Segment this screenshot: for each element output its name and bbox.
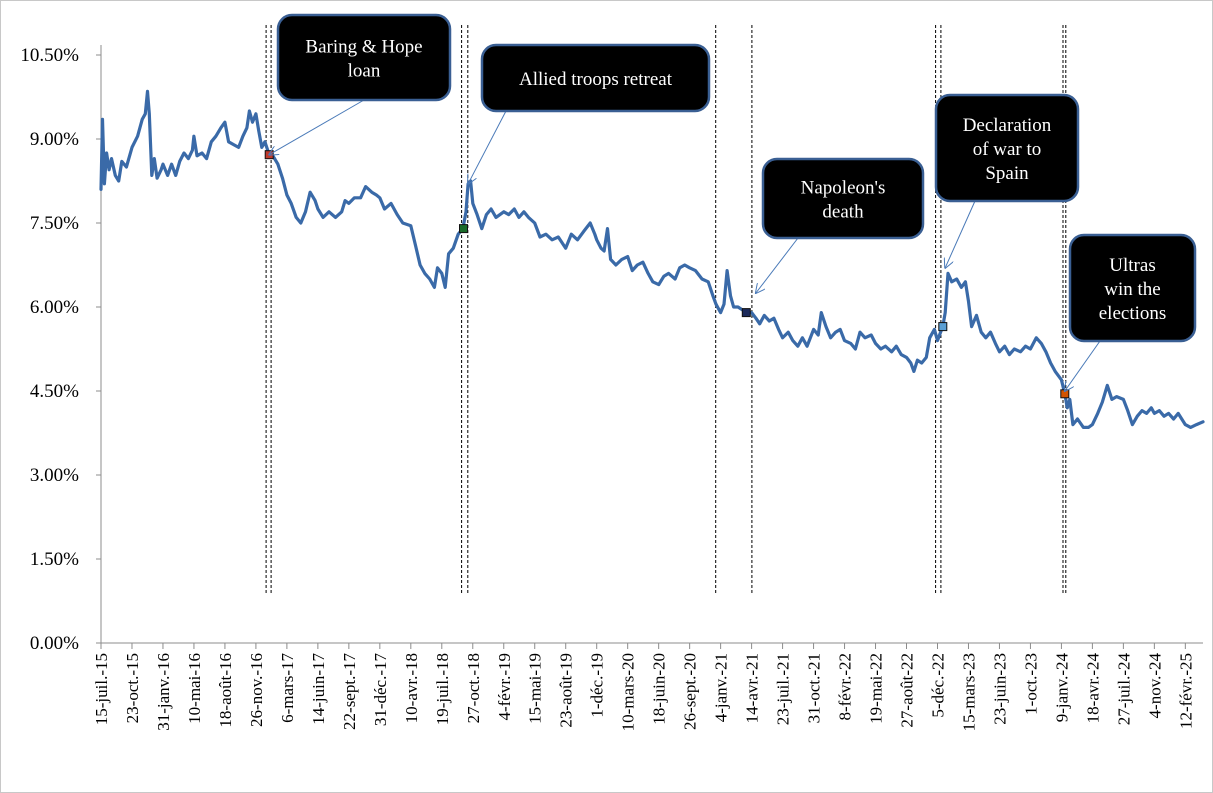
y-tick-label: 7.50% (30, 213, 79, 234)
x-tick-label: 27-août-22 (898, 653, 917, 728)
annotation-arrow (1065, 340, 1101, 391)
x-tick-label: 1-déc.-19 (588, 653, 607, 718)
x-tick-label: 4-janv.-21 (712, 653, 731, 722)
x-tick-label: 10-avr.-18 (402, 653, 421, 723)
annotation-text: elections (1099, 303, 1167, 324)
y-tick-label: 4.50% (30, 381, 79, 402)
x-tick-label: 4-févr.-19 (495, 653, 514, 721)
event-marker (741, 308, 751, 318)
y-tick-label: 0.00% (30, 633, 79, 654)
x-tick-label: 23-juil.-21 (774, 653, 793, 725)
x-tick-label: 1-oct.-23 (1021, 653, 1040, 715)
series-line (99, 89, 1205, 429)
x-tick-label: 22-sept.-17 (340, 653, 359, 730)
x-tick-label: 31-déc.-17 (371, 653, 390, 727)
x-axis-ticks: 15-juil.-15 23-oct.-15 31-janv.-16 10-mai-1… (92, 643, 1195, 731)
annotation-text: Napoleon's (801, 178, 886, 199)
event-marker (938, 322, 948, 332)
x-tick-label: 19-juil.-18 (433, 653, 452, 725)
series-group (99, 89, 1205, 429)
annotation-text: loan (348, 61, 381, 82)
x-tick-label: 19-mai-22 (867, 653, 886, 724)
annotation-box (934, 93, 1080, 203)
x-tick-label: 10-mars-20 (619, 653, 638, 731)
annotation-callout: Napoleon's death (756, 157, 925, 293)
annotation-text: death (822, 202, 864, 223)
annotation-callout: Declaration of war to Spain (934, 93, 1080, 268)
annotation-text: Declaration (963, 115, 1052, 136)
annotations: Baring & Hope loan Allied troops retreat Na… (269, 13, 1197, 391)
annotation-text: win the (1104, 279, 1160, 300)
annotation-arrow (269, 99, 365, 155)
x-tick-label: 15-juil.-15 (92, 653, 111, 725)
x-tick-label: 6-mars-17 (278, 653, 297, 723)
annotation-box (480, 43, 711, 113)
annotation-box (1068, 233, 1197, 343)
x-tick-label: 9-janv.-24 (1052, 653, 1071, 723)
y-tick-label: 9.00% (30, 129, 79, 150)
annotation-callout: Ultras win the elections (1065, 233, 1197, 391)
y-tick-label: 1.50% (30, 549, 79, 570)
x-tick-label: 27-juil.-24 (1114, 653, 1133, 726)
annotation-callout: Baring & Hope loan (269, 13, 452, 155)
annotation-text: Baring & Hope (305, 37, 422, 58)
annotation-text: of war to (973, 139, 1042, 160)
x-tick-label: 18-août-16 (216, 653, 235, 728)
x-tick-label: 23-août-19 (557, 653, 576, 728)
x-tick-label: 26-nov.-16 (247, 653, 266, 727)
x-tick-label: 18-avr.-24 (1083, 653, 1102, 724)
annotation-box (761, 157, 925, 240)
x-tick-label: 8-févr.-22 (836, 653, 855, 721)
x-tick-label: 15-mai-19 (526, 653, 545, 724)
annotation-text: Ultras (1109, 255, 1155, 276)
x-tick-label: 15-mars-23 (960, 653, 979, 731)
annotation-callout: Allied troops retreat (468, 43, 711, 184)
annotation-arrow (756, 237, 799, 293)
y-axis-ticks: 0.00% 1.50% 3.00% 4.50% 6.00% 7.50% 9.00% 10.50… (20, 45, 101, 654)
x-tick-label: 14-avr.-21 (743, 653, 762, 723)
event-marker (459, 224, 468, 234)
x-tick-label: 14-juin-17 (309, 653, 328, 725)
x-tick-label: 26-sept.-20 (681, 653, 700, 730)
x-tick-label: 27-oct.-18 (464, 653, 483, 723)
x-tick-label: 31-janv.-16 (154, 653, 173, 731)
x-tick-label: 31-oct.-21 (805, 653, 824, 723)
x-tick-label: 23-juin-23 (991, 653, 1010, 725)
x-tick-label: 4-nov.-24 (1145, 653, 1164, 719)
y-tick-label: 6.00% (30, 297, 79, 318)
x-tick-label: 23-oct.-15 (123, 653, 142, 723)
x-tick-label: 10-mai-16 (185, 653, 204, 724)
x-tick-label: 5-déc.-22 (929, 653, 948, 718)
annotation-text: Spain (985, 163, 1029, 184)
x-tick-label: 12-févr.-25 (1176, 653, 1195, 729)
annotation-box (276, 13, 452, 102)
y-tick-label: 10.50% (20, 45, 79, 66)
y-tick-label: 3.00% (30, 465, 79, 486)
x-tick-label: 18-juin-20 (650, 653, 669, 725)
annotation-arrow (945, 200, 976, 268)
annotation-text: Allied troops retreat (519, 69, 673, 90)
annotation-arrow (468, 110, 507, 184)
